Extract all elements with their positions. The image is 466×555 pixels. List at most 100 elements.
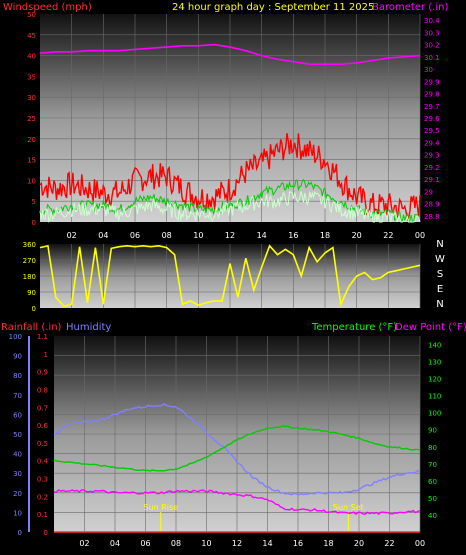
temperature-tick-label: 120 [428, 376, 441, 384]
temperature-tick-label: 90 [428, 427, 437, 435]
barometer-line [39, 43, 421, 65]
rain-tick-label: 0.5 [37, 440, 48, 448]
rain-axis-title: Rainfall (.in) [1, 322, 62, 333]
direction-tick-label: 180 [23, 273, 36, 281]
rain-tick-label: 0.7 [37, 404, 48, 412]
barometer-tick-label: 28.9 [424, 201, 440, 209]
wind-x-tick-label: 02 [67, 231, 77, 240]
wind-x-tick-label: 18 [320, 231, 330, 240]
temperature-tick-label: 110 [428, 393, 441, 401]
dewpoint-axis-title: Dew Point (°F) [395, 322, 466, 333]
temp-x-tick-label: 04 [110, 539, 120, 548]
barometer-tick-label: 30.4 [424, 17, 440, 25]
temp-x-tick-label: 12 [232, 539, 242, 548]
temperature-line [53, 425, 421, 472]
temperature-tick-label: 60 [428, 478, 437, 486]
direction-tick-label: 90 [27, 289, 36, 297]
barometer-tick-label: 29.6 [424, 115, 440, 123]
wind-x-tick-label: 00 [415, 231, 425, 240]
barometer-axis-title: Barometer (.in) [372, 2, 448, 13]
humidity-line [53, 403, 421, 496]
humidity-tick-label: 10 [13, 509, 22, 517]
temperature-tick-label: 40 [428, 512, 437, 520]
rain-tick-label: 0.8 [37, 386, 48, 394]
wind-tick-label: 15 [27, 157, 36, 165]
wind-x-tick-label: 12 [225, 231, 235, 240]
rain-tick-label: 0.4 [37, 458, 49, 466]
temp-x-tick-label: 18 [323, 539, 333, 548]
humidity-tick-label: 70 [13, 392, 22, 400]
wind-x-tick-label: 22 [383, 231, 393, 240]
wind-x-tick-label: 10 [193, 231, 203, 240]
rain-tick-label: 0.6 [37, 422, 49, 430]
sunrise-label: Sun Rise [143, 503, 178, 512]
barometer-tick-label: 29 [424, 188, 433, 196]
wind-x-tick-label: 14 [257, 231, 267, 240]
rain-tick-label: 1 [44, 351, 48, 359]
wind-x-tick-label: 04 [98, 231, 108, 240]
wind-tick-label: 20 [27, 136, 36, 144]
humidity-tick-label: 40 [13, 451, 22, 459]
rain-tick-label: 0 [44, 529, 48, 537]
wind-tick-label: 5 [32, 198, 36, 206]
wind-speed-line [39, 190, 421, 224]
temp-x-tick-label: 16 [293, 539, 303, 548]
wind-x-tick-label: 16 [288, 231, 298, 240]
temperature-tick-label: 130 [428, 359, 441, 367]
temp-x-ticks: 02 04 06 08 10 12 14 16 18 20 22 00 [79, 539, 425, 548]
compass-label: E [437, 284, 443, 295]
sunset-label: Sun Set [333, 503, 364, 512]
humidity-tick-label: 60 [13, 411, 22, 419]
rain-tick-label: 1.1 [37, 333, 48, 341]
wind-tick-label: 40 [27, 53, 36, 61]
humidity-axis-title: Humidity [66, 322, 111, 333]
temp-x-tick-label: 22 [384, 539, 394, 548]
humidity-tick-label: 20 [13, 490, 22, 498]
barometer-tick-label: 30.2 [424, 42, 440, 50]
barometer-y-ticks: 28.8 28.9 29 29.1 29.2 29.3 29.4 29.5 29.6 29.7 29… [424, 17, 440, 221]
wind-tick-label: 30 [27, 94, 36, 102]
humidity-tick-label: 30 [13, 470, 22, 478]
wind-axis-title: Windspeed (mph) [3, 2, 92, 13]
temp-x-tick-label: 02 [79, 539, 89, 548]
wind-tick-label: 45 [27, 32, 36, 40]
humidity-tick-label: 100 [9, 333, 22, 341]
direction-y-ticks: 0 90 180 270 360 [23, 241, 36, 313]
rain-tick-label: 0.3 [37, 476, 48, 484]
temperature-tick-label: 140 [428, 342, 441, 350]
temp-x-tick-label: 10 [201, 539, 211, 548]
temperature-tick-label: 70 [428, 461, 437, 469]
rain-tick-label: 0.9 [37, 369, 48, 377]
temp-x-tick-label: 08 [171, 539, 181, 548]
wind-x-tick-label: 08 [162, 231, 172, 240]
temperature-tick-label: 100 [428, 410, 441, 418]
temp-grid [54, 336, 421, 532]
direction-series [39, 244, 421, 308]
wind-series [39, 43, 421, 224]
wind-tick-label: 25 [27, 115, 36, 123]
wind-gust-line [39, 133, 421, 222]
compass-label: W [435, 254, 445, 265]
wind-tick-label: 50 [27, 11, 36, 19]
wind-y-ticks: 0 5 10 15 20 25 30 35 40 45 50 [27, 11, 36, 227]
compass-label: N [436, 239, 443, 250]
barometer-tick-label: 30.1 [424, 54, 440, 62]
chart-title: 24 hour graph day : September 11 2025 [172, 2, 374, 13]
barometer-tick-label: 29.2 [424, 164, 440, 172]
compass-label: N [436, 299, 443, 310]
barometer-tick-label: 29.1 [424, 176, 440, 184]
temp-x-tick-label: 14 [262, 539, 272, 548]
compass-label: S [437, 269, 443, 280]
wind-tick-label: 10 [27, 177, 36, 185]
wind-tick-label: 0 [32, 219, 36, 227]
humidity-tick-label: 80 [13, 372, 22, 380]
direction-tick-label: 270 [23, 257, 36, 265]
humidity-tick-label: 50 [13, 431, 22, 439]
humidity-tick-label: 0 [18, 529, 22, 537]
barometer-tick-label: 29.8 [424, 91, 440, 99]
temp-x-tick-label: 06 [140, 539, 150, 548]
barometer-tick-label: 29.3 [424, 152, 440, 160]
direction-tick-label: 360 [23, 241, 36, 249]
rain-y-ticks: 0 0.1 0.2 0.3 0.4 0.5 0.6 0.7 0.8 0.9 1 1.1 [37, 333, 49, 537]
